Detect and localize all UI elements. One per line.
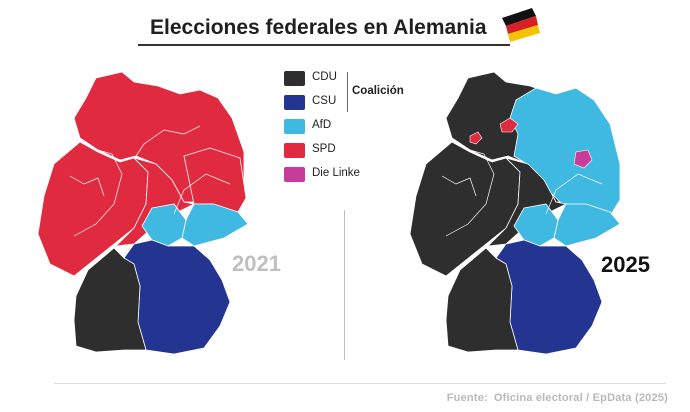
region-bremen [469, 131, 483, 145]
germany-flag-icon [502, 8, 540, 42]
germany-map-2025 [409, 71, 621, 355]
region-bw [73, 247, 147, 353]
map-divider [344, 210, 345, 360]
region-bw [445, 247, 519, 353]
region-thuringen [513, 203, 559, 247]
legend-swatch-linke [284, 167, 305, 182]
germany-map-2021 [37, 71, 249, 355]
region-berlin [573, 149, 593, 169]
year-label-2021: 2021 [232, 251, 281, 276]
legend-swatch-spd [284, 143, 305, 158]
year-label-2025: 2025 [601, 252, 650, 277]
legend-swatch-afd [284, 119, 305, 134]
legend-label-afd: AfD [312, 119, 332, 131]
region-east [183, 147, 247, 213]
source-note: Fuente: Oficina electoral / EpData (2025) [447, 392, 668, 404]
coalition-bracket [347, 72, 348, 112]
region-thuringen [141, 203, 187, 247]
source-text: Oficina electoral / EpData (2025) [493, 392, 668, 404]
legend-label-csu: CSU [312, 95, 337, 107]
legend-label-cdu: CDU [312, 71, 337, 83]
legend-label-spd: SPD [312, 143, 336, 155]
title-underline [138, 44, 510, 46]
page-title: Elecciones federales en Alemania [150, 16, 487, 39]
coalition-label: Coalición [352, 85, 404, 97]
legend-label-linke: Die Linke [312, 167, 360, 179]
legend-swatch-csu [284, 95, 305, 110]
footer-divider [54, 383, 666, 384]
region-hamburg [499, 117, 519, 133]
source-label: Fuente: [446, 392, 488, 404]
legend-swatch-cdu [284, 71, 305, 86]
